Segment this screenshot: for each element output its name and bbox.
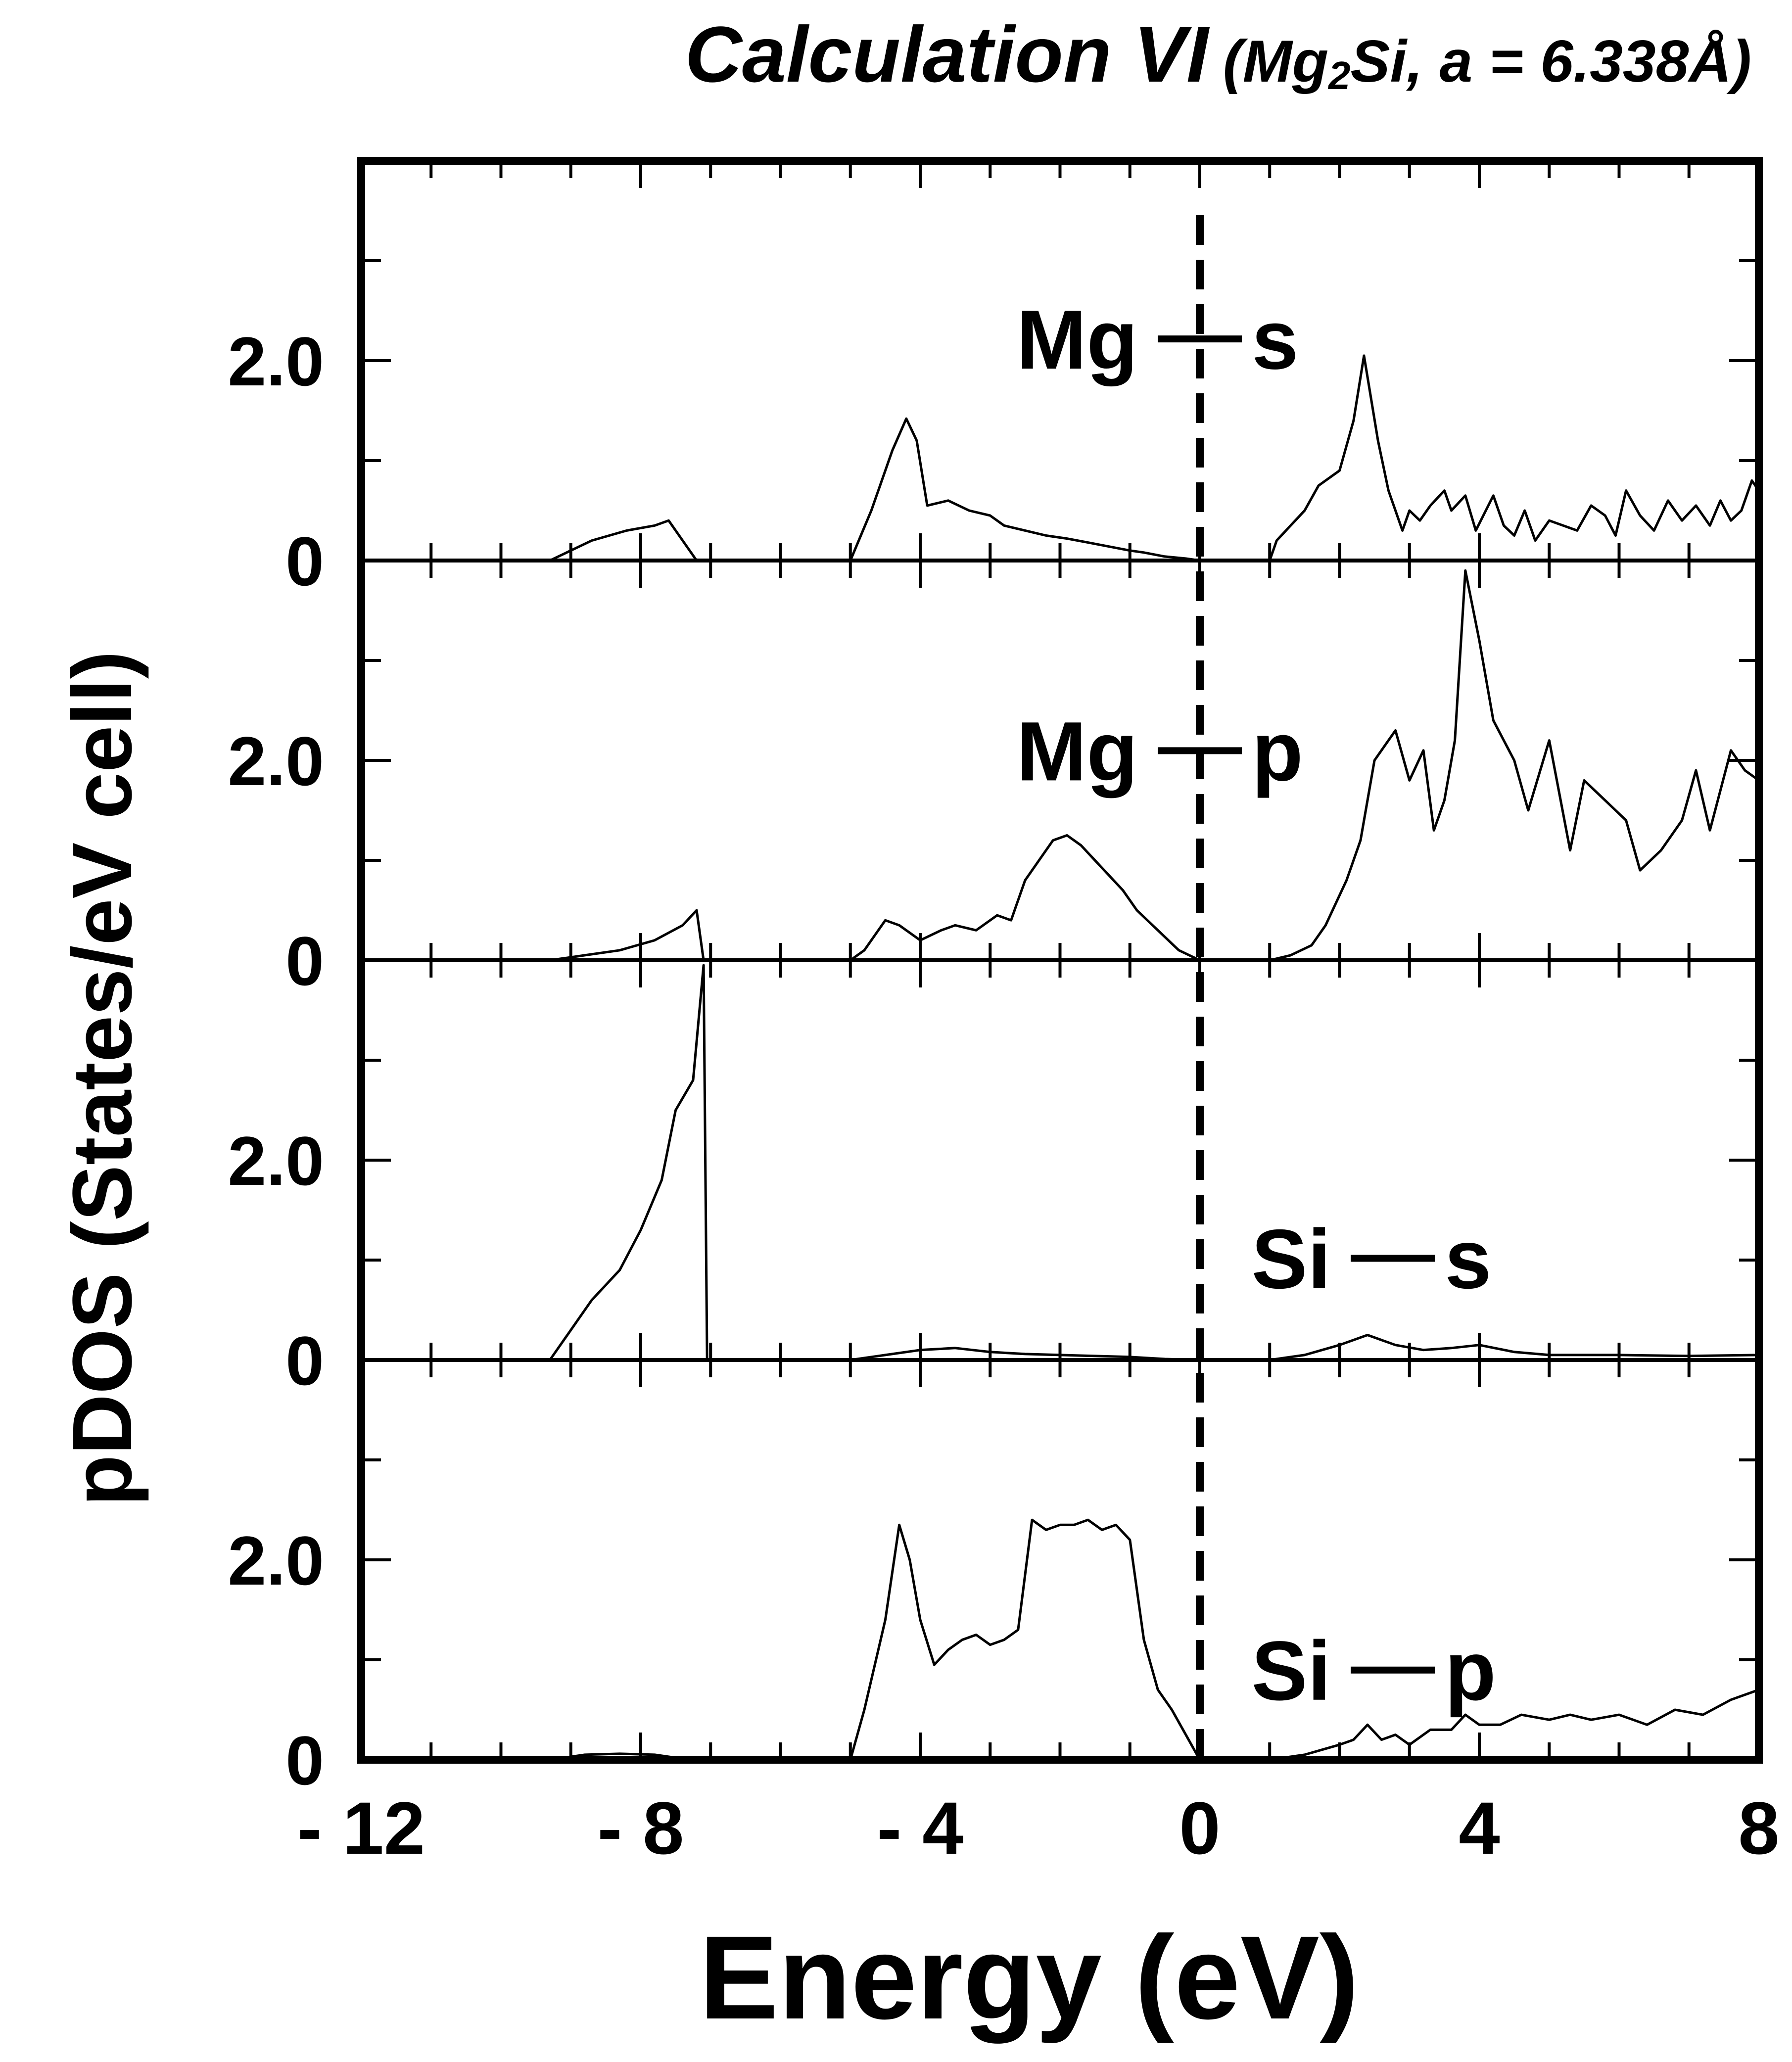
chart-title-subscript: 2 <box>1327 53 1351 97</box>
chart-title-main: Calculation VI <box>685 10 1210 98</box>
x-tick-label: - 4 <box>877 1786 963 1870</box>
panel-0-ytick-label-0: 0 <box>285 522 324 600</box>
panel-3-series-segment-1 <box>849 1518 1201 1761</box>
panel-1-series-segment-0 <box>550 909 705 962</box>
panels-group: 0 2.0 Mg s 0 2.0 Mg p 0 2.0 Si s 0 2.0 Si p <box>228 161 1760 1799</box>
panel-1-series-segment-2 <box>1269 569 1760 962</box>
panel-1-label-left: Mg <box>1017 704 1138 798</box>
panel-0-label-left: Mg <box>1017 293 1138 387</box>
chart-title-close: Si, a = 6.338Å) <box>1351 28 1751 94</box>
x-tick-label: 8 <box>1738 1786 1779 1870</box>
panel-3-label-left: Si <box>1251 1624 1331 1718</box>
panel-2-series-segment-0 <box>549 964 708 1361</box>
plot-frame <box>357 157 1763 1764</box>
panel-3-label-right: p <box>1445 1624 1496 1718</box>
panel-0-series-segment-2 <box>1268 354 1760 561</box>
chart-title: Calculation VI (Mg2Si, a = 6.338Å) <box>685 10 1751 98</box>
panel-1-series-segment-1 <box>849 834 1201 962</box>
panel-0-label-right: s <box>1252 293 1299 387</box>
panel-2-ytick-label-0: 0 <box>285 1322 324 1400</box>
panel-3-ytick-label-2: 2.0 <box>228 1522 324 1599</box>
x-tick-label: 0 <box>1179 1786 1220 1870</box>
panel-1-label-right: p <box>1252 704 1303 798</box>
x-tick-label: 4 <box>1459 1786 1500 1870</box>
chart-title-open: (Mg <box>1223 28 1328 94</box>
x-axis-label: Energy (eV) <box>699 1911 1359 2044</box>
panel-0-series-segment-1 <box>849 417 1200 562</box>
panel-0-series-segment-0 <box>549 519 698 562</box>
panel-1-ytick-label-2: 2.0 <box>228 722 324 800</box>
panel-0-ytick-label-2: 2.0 <box>228 323 324 400</box>
panel-2-series-segment-1 <box>850 1347 1200 1361</box>
panel-2-ytick-label-2: 2.0 <box>228 1122 324 1200</box>
panel-2-series-segment-2 <box>1269 1334 1759 1361</box>
panel-2-label-right: s <box>1445 1213 1492 1307</box>
panel-1-ytick-label-0: 0 <box>285 922 324 1000</box>
x-tick-label: - 8 <box>597 1786 684 1870</box>
x-tick-labels: - 12 - 8 - 4 0 4 8 <box>297 1786 1780 1870</box>
x-tick-label: - 12 <box>297 1786 425 1870</box>
panel-3-series-segment-2 <box>1269 1688 1759 1761</box>
panel-3-ytick-label-0: 0 <box>285 1722 324 1799</box>
y-axis-label: pDOS (States/eV cell) <box>55 651 149 1506</box>
panel-2-label-left: Si <box>1251 1213 1331 1307</box>
